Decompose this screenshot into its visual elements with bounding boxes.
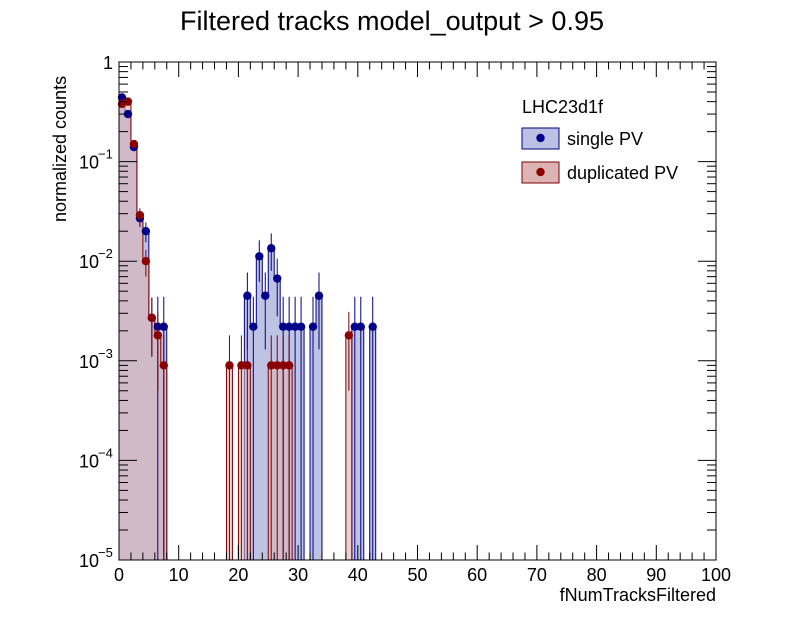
data-point-single-pv: [368, 322, 377, 331]
data-point-single-pv: [314, 291, 324, 300]
data-point-duplicated-pv: [243, 361, 252, 370]
data-point-single-pv: [284, 322, 294, 331]
y-tick-label: 10: [79, 451, 99, 471]
x-tick-label: 20: [228, 565, 248, 585]
data-point-single-pv: [261, 291, 270, 300]
data-point-duplicated-pv: [129, 139, 139, 149]
data-markers: [117, 93, 377, 560]
x-tick-label: 10: [169, 565, 189, 585]
data-point-duplicated-pv: [153, 331, 163, 340]
data-point-single-pv: [267, 244, 276, 253]
data-point-single-pv: [249, 322, 258, 331]
data-point-single-pv: [290, 322, 300, 331]
legend-label-single-pv: single PV: [567, 129, 643, 149]
y-tick-label: 1: [103, 53, 113, 73]
legend-marker-duplicated-pv: [536, 167, 545, 177]
x-tick-label: 0: [114, 565, 124, 585]
data-point-duplicated-pv: [141, 257, 151, 266]
y-tick-label: 10: [79, 352, 99, 372]
axis-ticks: [118, 61, 717, 561]
chart-title: Filtered tracks model_output > 0.95: [180, 6, 604, 36]
data-point-duplicated-pv: [344, 331, 354, 340]
y-tick-exponent: −3: [98, 346, 113, 361]
y-tick-exponent: −4: [98, 445, 113, 460]
y-tick-exponent: −5: [98, 545, 113, 560]
tick-labels: 0 10 20 30 40 50 60 70 80 90 10010−510−410−310−210…: [79, 53, 731, 585]
data-point-duplicated-pv: [278, 361, 288, 370]
data-point-single-pv: [350, 322, 360, 331]
x-tick-label: 30: [288, 565, 308, 585]
x-tick-label: 40: [348, 565, 368, 585]
x-axis-label: fNumTracksFiltered: [560, 585, 716, 605]
data-point-single-pv: [141, 227, 151, 236]
data-point-duplicated-pv: [159, 361, 168, 370]
data-point-duplicated-pv: [267, 361, 276, 370]
data-point-duplicated-pv: [237, 361, 246, 370]
x-tick-label: 70: [527, 565, 547, 585]
legend-header: LHC23d1f: [522, 97, 604, 117]
data-point-single-pv: [278, 322, 288, 331]
data-point-single-pv: [243, 291, 252, 300]
x-tick-label: 50: [407, 565, 427, 585]
y-tick-exponent: −2: [98, 246, 113, 261]
y-axis-label: normalized counts: [50, 76, 70, 222]
data-point-single-pv: [159, 322, 168, 331]
y-tick-label: 10: [79, 551, 99, 571]
x-tick-label: 100: [701, 565, 731, 585]
data-point-single-pv: [356, 322, 365, 331]
x-tick-label: 90: [646, 565, 666, 585]
data-point-single-pv: [117, 93, 127, 102]
legend-marker-single-pv: [536, 133, 545, 143]
data-point-duplicated-pv: [225, 361, 234, 370]
legend: LHC23d1f single PV duplicated PV: [521, 97, 678, 184]
data-point-duplicated-pv: [135, 210, 145, 220]
data-point-single-pv: [296, 322, 306, 331]
y-tick-exponent: −1: [98, 147, 113, 162]
x-tick-label: 80: [587, 565, 607, 585]
data-point-single-pv: [255, 252, 264, 261]
data-point-duplicated-pv: [147, 313, 157, 323]
legend-label-duplicated-pv: duplicated PV: [567, 163, 678, 183]
y-tick-label: 10: [79, 153, 99, 173]
y-tick-label: 10: [79, 252, 99, 272]
data-point-duplicated-pv: [273, 361, 282, 370]
data-point-duplicated-pv: [284, 361, 294, 370]
x-tick-label: 60: [467, 565, 487, 585]
data-point-single-pv: [273, 274, 282, 283]
data-point-single-pv: [308, 322, 318, 331]
